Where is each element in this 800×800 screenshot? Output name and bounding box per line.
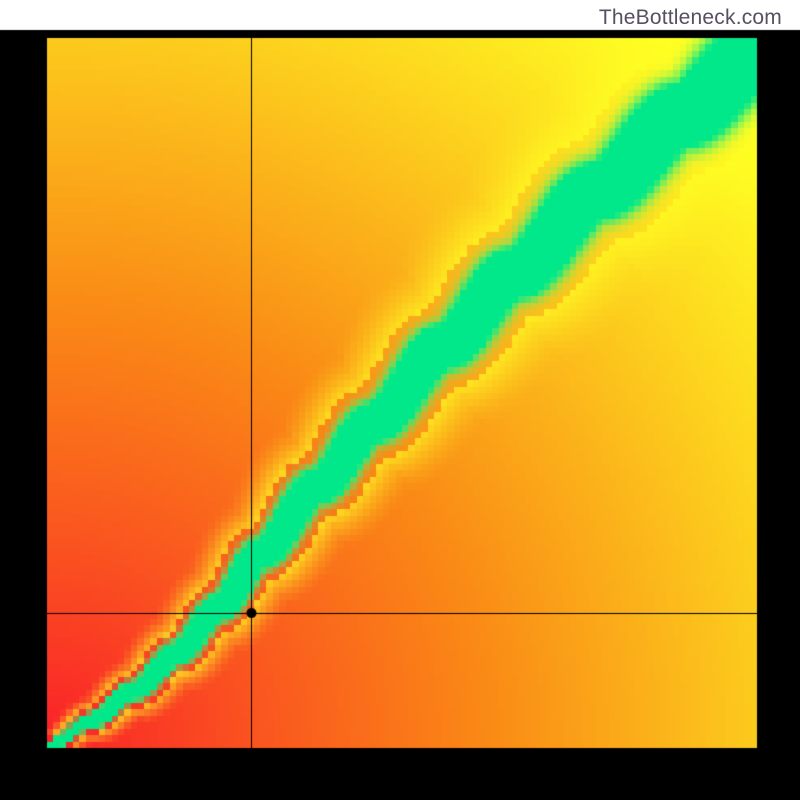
watermark-text: TheBottleneck.com [599, 6, 782, 30]
heatmap-canvas [0, 0, 800, 800]
chart-container: TheBottleneck.com [0, 0, 800, 800]
